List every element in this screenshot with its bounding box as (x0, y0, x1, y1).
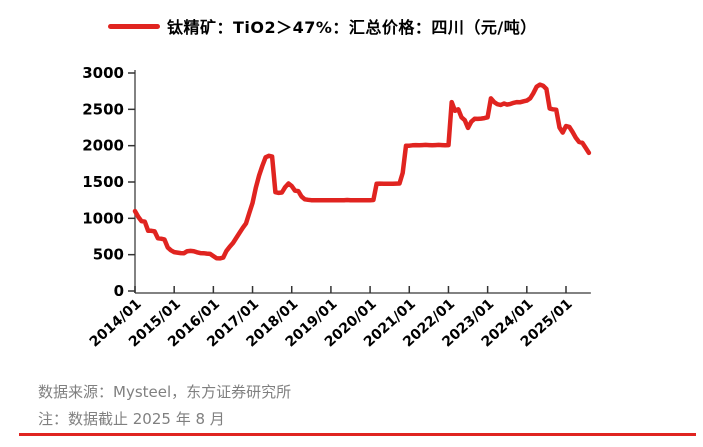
bottom-divider (19, 433, 696, 436)
data-cutoff-note: 注：数据截止 2025 年 8 月 (38, 410, 225, 428)
legend-label: 钛精矿：TiO2＞47%：汇总价格：四川（元/吨） (167, 18, 537, 37)
price-line-series (132, 82, 592, 261)
y-tick-label: 3000 (82, 64, 124, 82)
y-tick-label: 1000 (82, 209, 124, 227)
y-tick-label: 2000 (82, 137, 124, 155)
data-source-note: 数据来源：Mysteel，东方证券研究所 (38, 383, 292, 401)
y-tick-label: 500 (93, 246, 124, 264)
legend: 钛精矿：TiO2＞47%：汇总价格：四川（元/吨） (108, 14, 537, 38)
y-tick-label: 2500 (82, 100, 124, 118)
legend-line-marker (108, 23, 160, 29)
y-tick-label: 0 (114, 282, 124, 300)
y-tick-label: 1500 (82, 173, 124, 191)
